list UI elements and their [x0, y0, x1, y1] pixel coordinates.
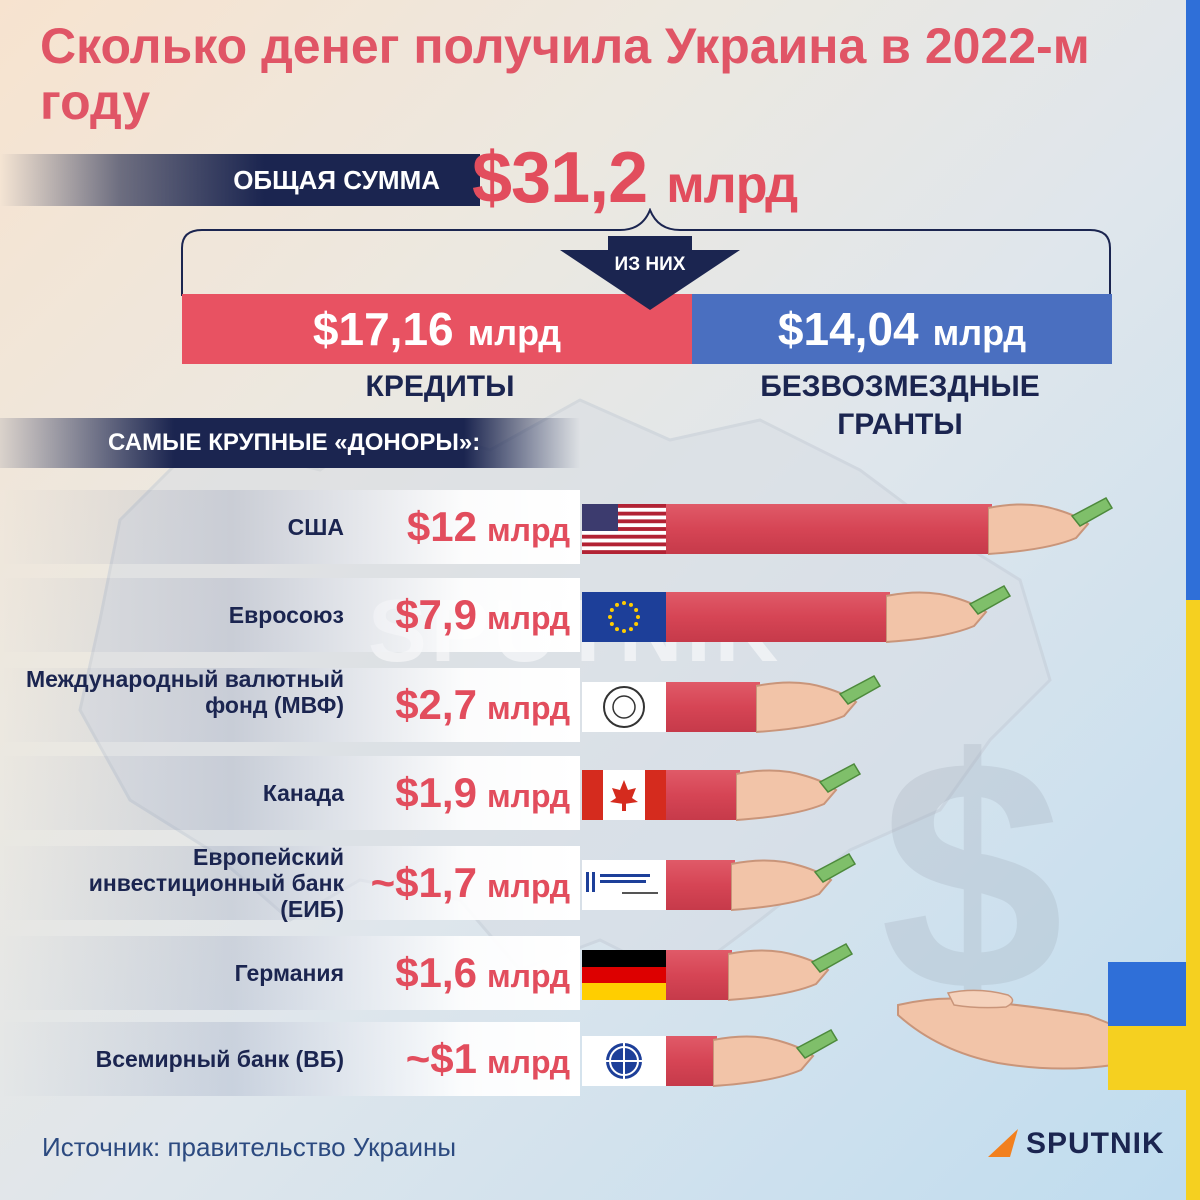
donor-value: $2,7 млрд: [0, 680, 570, 733]
giving-hand-icon: [735, 763, 861, 822]
total-value: $31,2 млрд: [472, 138, 798, 218]
sputnik-logo-text: SPUTNIK: [1026, 1127, 1165, 1160]
donor-value-unit: млрд: [486, 600, 570, 636]
donor-value-unit: млрд: [486, 1044, 570, 1080]
donor-row-bg: [0, 846, 580, 920]
grants-value: $14,04 млрд: [777, 303, 1027, 355]
imf-seal-icon: [582, 682, 666, 732]
us-flag-icon: [582, 504, 666, 554]
donor-row-bg: [0, 936, 580, 1010]
arrow-label: ИЗ НИХ: [614, 254, 686, 275]
donor-value-unit: млрд: [486, 512, 570, 548]
grants-label: БЕЗВОЗМЕЗДНЫЕ ГРАНТЫ: [760, 370, 1040, 441]
donor-row-bg: [0, 668, 580, 742]
giving-hand-icon: [730, 853, 856, 912]
donor-value-amount: ~$1,7: [370, 859, 477, 906]
total-band: [0, 154, 480, 206]
giving-hand-icon: [988, 497, 1114, 556]
donor-row-bg: [0, 1022, 580, 1096]
loans-value: $17,16 млрд: [312, 303, 562, 355]
donor-row-bg: [0, 490, 580, 564]
donor-value: ~$1 млрд: [0, 1034, 570, 1087]
donor-name: Канада: [262, 780, 344, 806]
donor-value: $1,6 млрд: [0, 948, 570, 1001]
eu-flag-icon: [582, 592, 666, 642]
donor-value-unit: млрд: [486, 868, 570, 904]
donor-name: Европейский инвестиционный банк (ЕИБ): [88, 844, 344, 922]
donor-name: Евросоюз: [228, 602, 344, 628]
giving-hand-icon: [885, 585, 1011, 644]
eib-logo-icon: [582, 860, 666, 910]
receiving-hand-icon: [897, 989, 1114, 1070]
donor-value-unit: млрд: [486, 778, 570, 814]
giving-hand-icon: [755, 675, 881, 734]
sputnik-logo: SPUTNIK: [988, 1120, 1165, 1168]
donor-row-bg: [0, 578, 580, 652]
giving-hand-icon: [713, 1029, 839, 1088]
donor-value-unit: млрд: [486, 690, 570, 726]
ukraine-flag-stripe: [1186, 0, 1200, 1200]
grants-bar: [692, 294, 1112, 364]
donor-value-amount: $2,7: [395, 681, 477, 728]
donors-heading: САМЫЕ КРУПНЫЕ «ДОНОРЫ»:: [108, 429, 481, 456]
dollar-sign-decoration: $: [880, 690, 1064, 1059]
donor-value: ~$1,7 млрд: [0, 858, 570, 911]
canada-flag-icon: [582, 770, 666, 820]
source-note: Источник: правительство Украины: [42, 1132, 457, 1162]
donor-name: Германия: [234, 960, 344, 986]
donor-value-amount: ~$1: [405, 1035, 477, 1082]
donor-value-amount: $12: [406, 503, 477, 550]
donor-value: $7,9 млрд: [0, 590, 570, 643]
donor-name: Всемирный банк (ВБ): [95, 1046, 344, 1072]
donor-value: $12 млрд: [0, 502, 570, 555]
ukraine-sleeve-icon: [1108, 962, 1200, 1090]
donor-value-unit: млрд: [486, 958, 570, 994]
donor-row-bg: [0, 756, 580, 830]
sputnik-logo-icon: [988, 1129, 1018, 1157]
total-bracket: [181, 208, 1111, 296]
down-arrow: [560, 236, 740, 310]
loans-label: КРЕДИТЫ: [365, 370, 515, 403]
donor-name: Международный валютный фонд (МВФ): [25, 666, 344, 718]
donor-value: $1,9 млрд: [0, 768, 570, 821]
donor-value-amount: $7,9: [395, 591, 477, 638]
loans-bar: [182, 294, 692, 364]
giving-hand-icon: [728, 943, 854, 1002]
world-bank-icon: [582, 1036, 666, 1086]
germany-flag-icon: [582, 950, 666, 1000]
donor-name: США: [287, 514, 344, 540]
page-title: Сколько денег получила Украина в 2022-м …: [40, 18, 1090, 130]
donor-value-amount: $1,6: [395, 949, 477, 996]
donors-band: [0, 418, 580, 468]
donor-value-amount: $1,9: [395, 769, 477, 816]
total-label: ОБЩАЯ СУММА: [233, 165, 440, 195]
